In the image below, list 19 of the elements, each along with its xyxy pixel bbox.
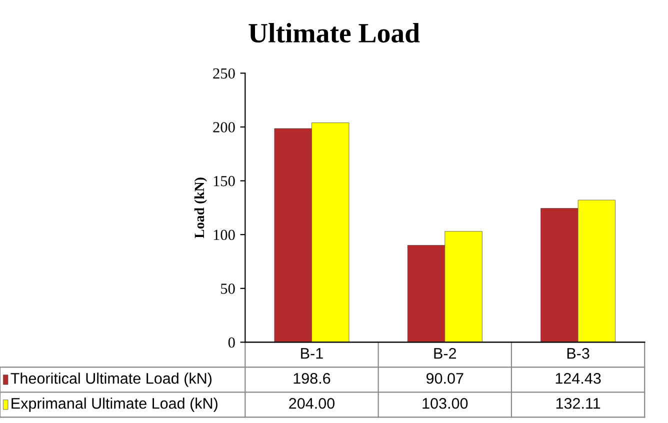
legend-label: Exprimanal Ultimate Load (kN) bbox=[12, 398, 218, 412]
data-label: 132.11 bbox=[556, 398, 600, 409]
y-axis-title: Load (kN) bbox=[194, 178, 207, 238]
y-tick-label: 50 bbox=[221, 284, 235, 294]
data-label: 103.00 bbox=[422, 398, 468, 409]
y-tick-label: 0 bbox=[228, 337, 235, 348]
chart-title: Ultimate Load bbox=[248, 23, 420, 43]
y-tick-label: 100 bbox=[214, 230, 235, 240]
data-label: 198.6 bbox=[294, 372, 330, 384]
data-label: 90.07 bbox=[426, 372, 464, 384]
data-label: 204.00 bbox=[289, 398, 334, 409]
x-tick-label: B-3 bbox=[567, 348, 590, 359]
x-tick-label: B-2 bbox=[434, 348, 456, 359]
legend-label: Theoritical Ultimate Load (kN) bbox=[10, 372, 212, 387]
y-tick-label: 150 bbox=[214, 176, 235, 186]
x-tick-label: B-1 bbox=[301, 348, 323, 359]
data-label: 124.43 bbox=[556, 372, 601, 384]
y-tick-label: 250 bbox=[213, 68, 235, 79]
y-tick-label: 200 bbox=[213, 122, 235, 132]
